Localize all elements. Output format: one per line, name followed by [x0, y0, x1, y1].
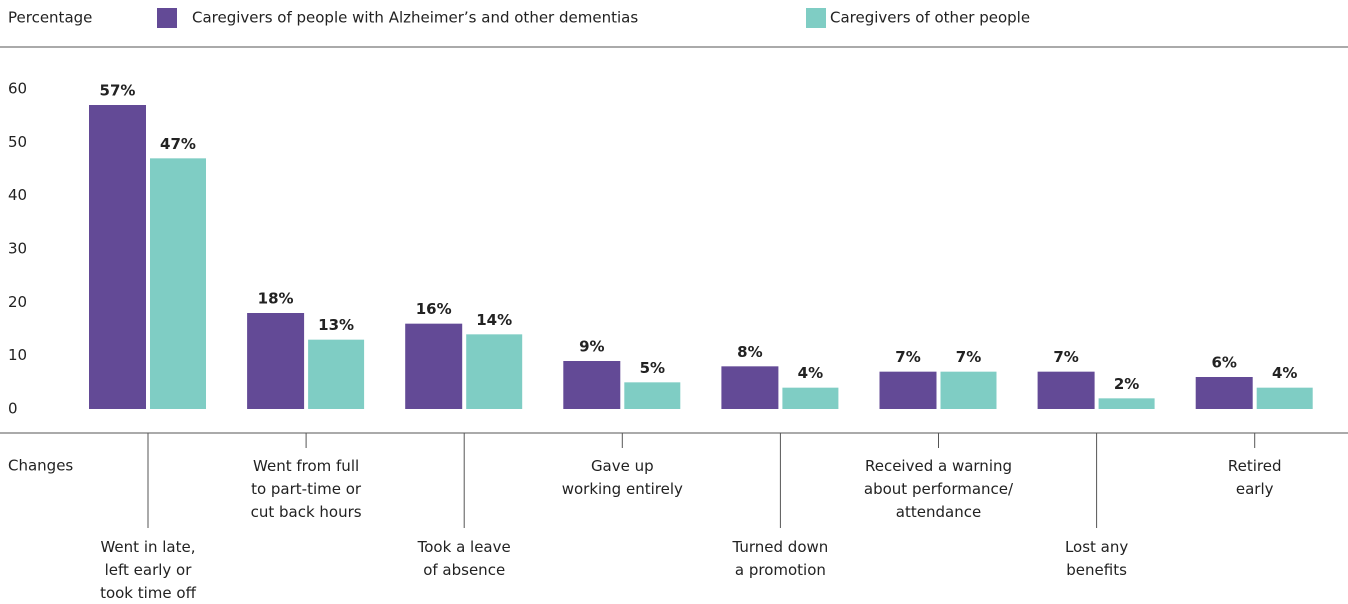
bar — [879, 371, 937, 409]
bar — [466, 334, 523, 409]
value-label: 4% — [1272, 364, 1297, 382]
bar — [563, 361, 621, 409]
y-tick-label: 50 — [8, 133, 27, 151]
x-tick-label: Gave up working entirely — [561, 457, 683, 498]
x-tick-label: Went in late, left early or took time of… — [100, 538, 196, 602]
value-label: 7% — [1053, 348, 1078, 366]
bar — [1098, 398, 1155, 409]
value-label: 2% — [1114, 375, 1139, 393]
legend-label: Caregivers of other people — [830, 9, 1030, 27]
value-label: 14% — [476, 311, 512, 329]
value-label: 7% — [895, 348, 920, 366]
value-label: 18% — [258, 290, 294, 308]
bar — [624, 382, 681, 409]
bar — [89, 105, 146, 409]
bar — [1037, 371, 1095, 409]
bar — [940, 371, 997, 409]
x-tick-label: Retired early — [1227, 457, 1282, 498]
y-tick-label: 0 — [8, 400, 18, 418]
y-axis-label: Percentage — [8, 9, 92, 27]
y-tick-label: 60 — [8, 80, 27, 98]
bar — [405, 323, 463, 409]
x-tick-label: Turned down a promotion — [732, 538, 829, 579]
bar — [782, 387, 839, 409]
y-tick-label: 20 — [8, 293, 27, 311]
x-tick-label: Lost any benefits — [1064, 538, 1129, 579]
bar — [1256, 387, 1313, 409]
legend-label: Caregivers of people with Alzheimer’s an… — [192, 9, 638, 27]
x-tick-label: Took a leave of absence — [417, 538, 511, 579]
value-label: 6% — [1211, 354, 1236, 372]
y-tick-label: 30 — [8, 240, 27, 258]
y-tick-label: 40 — [8, 186, 27, 204]
value-label: 5% — [640, 359, 665, 377]
legend-swatch — [157, 8, 177, 28]
value-label: 57% — [100, 82, 136, 100]
value-label: 13% — [318, 316, 354, 334]
x-tick-label: Received a warning about performance/ at… — [863, 457, 1014, 521]
value-label: 9% — [579, 338, 604, 356]
legend-swatch — [806, 8, 826, 28]
x-axis-label: Changes — [8, 457, 73, 475]
value-label: 16% — [416, 300, 452, 318]
value-label: 4% — [798, 364, 823, 382]
bar — [247, 313, 305, 409]
value-label: 47% — [160, 135, 196, 153]
bar — [1195, 377, 1253, 409]
bar — [150, 158, 206, 409]
x-tick-label: Went from full to part-time or cut back … — [250, 457, 362, 521]
y-tick-label: 10 — [8, 346, 27, 364]
value-label: 7% — [956, 348, 981, 366]
bar — [721, 366, 779, 409]
value-label: 8% — [737, 343, 762, 361]
bar — [308, 339, 365, 409]
